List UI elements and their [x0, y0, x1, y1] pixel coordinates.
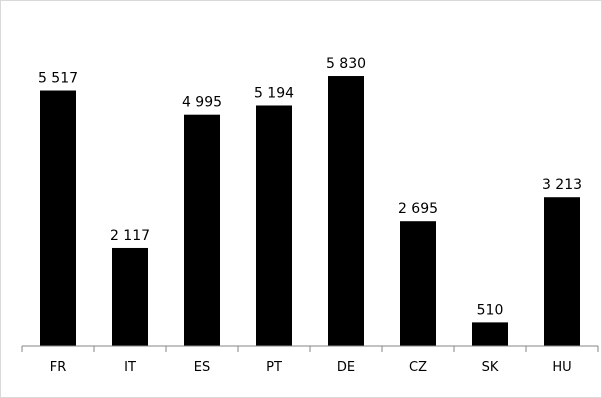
bar-it — [112, 247, 148, 346]
bar-es — [184, 114, 220, 346]
value-label-es: 4 995 — [182, 95, 222, 111]
bar-pt — [256, 105, 292, 346]
value-labels-group: 5 517 2 117 4 995 5 194 5 830 2 695 510 3 213 — [38, 56, 582, 318]
bar-sk — [472, 322, 508, 346]
x-tick-label-fr: FR — [50, 360, 67, 375]
value-label-fr: 5 517 — [38, 71, 78, 87]
x-tick-label-pt: PT — [266, 360, 282, 375]
x-tick-label-hu: HU — [552, 360, 571, 375]
x-tick-label-de: DE — [337, 360, 355, 375]
x-tick-label-es: ES — [194, 360, 210, 375]
value-label-de: 5 830 — [326, 56, 366, 72]
value-label-pt: 5 194 — [254, 85, 294, 101]
value-label-it: 2 117 — [110, 228, 150, 244]
x-tick-label-sk: SK — [482, 360, 499, 375]
value-label-sk: 510 — [477, 302, 504, 318]
bars-group — [40, 76, 580, 346]
x-axis — [21, 345, 599, 352]
x-tick-label-cz: CZ — [409, 360, 427, 375]
bar-de — [328, 76, 364, 346]
x-tick-labels-group: FR IT ES PT DE CZ SK HU — [50, 360, 572, 375]
value-label-hu: 3 213 — [542, 177, 582, 193]
bar-hu — [544, 197, 580, 346]
bar-cz — [400, 221, 436, 346]
value-label-cz: 2 695 — [398, 201, 438, 217]
bar-fr — [40, 90, 76, 346]
x-tick-label-it: IT — [124, 360, 136, 375]
